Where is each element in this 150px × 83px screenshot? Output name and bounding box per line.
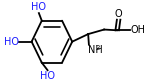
Text: O: O <box>115 9 122 19</box>
Text: NH: NH <box>88 45 103 55</box>
Text: HO: HO <box>31 2 46 12</box>
Text: OH: OH <box>131 25 146 35</box>
Text: HO: HO <box>4 37 19 47</box>
Text: HO: HO <box>40 71 55 81</box>
Text: 2: 2 <box>96 45 100 51</box>
